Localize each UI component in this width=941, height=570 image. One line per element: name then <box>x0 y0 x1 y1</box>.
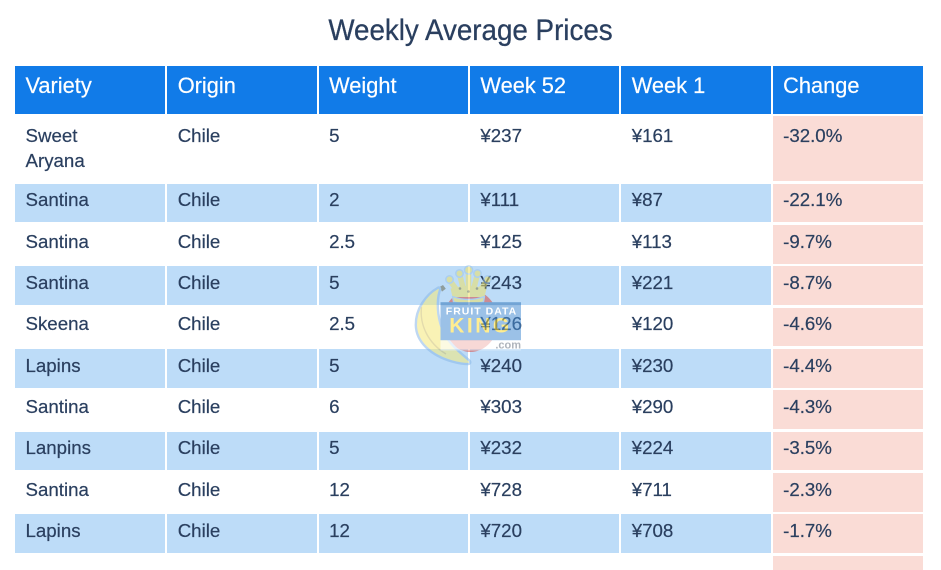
svg-text:.com: .com <box>495 340 521 352</box>
svg-text:KING: KING <box>449 315 512 338</box>
svg-text:FRUIT DATA: FRUIT DATA <box>446 306 517 318</box>
